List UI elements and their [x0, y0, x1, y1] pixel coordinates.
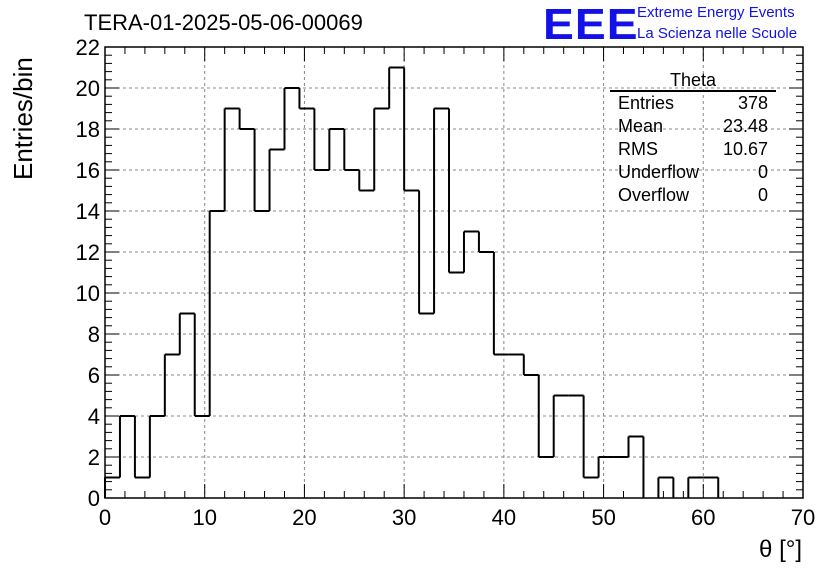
- histogram-bin: [597, 456, 614, 478]
- histogram-bin: [582, 395, 599, 479]
- chart-title: TERA-01-2025-05-06-00069: [84, 10, 363, 35]
- x-tick-label: 40: [492, 505, 516, 530]
- histogram-bin: [133, 416, 150, 479]
- histogram-bin: [373, 107, 390, 191]
- stats-box: Theta Entries 378 Mean 23.48 RMS 10.67 U…: [610, 70, 776, 207]
- x-tick-label: 70: [791, 505, 815, 530]
- histogram-bin: [178, 312, 195, 355]
- histogram-bin: [223, 107, 240, 211]
- histogram-bin: [448, 108, 464, 274]
- stats-value: 23.48: [722, 116, 768, 136]
- histogram-bin: [462, 230, 479, 273]
- histogram-bin: [627, 435, 644, 457]
- y-tick-label: 14: [76, 199, 100, 224]
- x-tick-label: 20: [292, 505, 316, 530]
- histogram-bin: [343, 129, 360, 171]
- x-tick-label: 10: [192, 505, 216, 530]
- x-tick-label: 60: [691, 505, 715, 530]
- stats-row-overflow: Overflow 0: [610, 184, 776, 207]
- x-axis-label: θ [°]: [759, 536, 802, 563]
- histogram-bin: [193, 313, 210, 417]
- eee-logo-line1: Extreme Energy Events: [637, 4, 795, 21]
- axis-ticks: [104, 46, 804, 499]
- histogram-bin: [298, 88, 315, 110]
- tick-labels: 0 10 20 30 40 50 60 70 0 2 4 6 8 10 12 14 16 18 20 22: [76, 35, 816, 530]
- histogram-bin: [418, 190, 435, 315]
- y-tick-label: 8: [88, 322, 100, 347]
- y-tick-label: 10: [76, 281, 100, 306]
- plot-frame: [104, 46, 804, 499]
- y-tick-label: 2: [88, 445, 100, 470]
- histogram-bin: [522, 354, 539, 376]
- stats-row-mean: Mean 23.48: [610, 115, 776, 138]
- stats-row-underflow: Underflow 0: [610, 161, 776, 184]
- stats-label: Underflow: [618, 162, 700, 182]
- y-tick-label: 22: [76, 35, 100, 60]
- y-tick-label: 16: [76, 158, 100, 183]
- stats-label: RMS: [618, 139, 658, 159]
- histogram-bin: [552, 394, 569, 457]
- histogram-bin: [283, 87, 300, 150]
- stats-value: 0: [757, 162, 768, 182]
- histogram-bin: [208, 210, 225, 416]
- y-tick-label: 18: [76, 117, 100, 142]
- stats-label: Entries: [618, 93, 675, 113]
- x-tick-label: 50: [591, 505, 615, 530]
- histogram-bin: [477, 231, 494, 253]
- histogram-bin: [118, 415, 135, 478]
- stats-label: Mean: [618, 116, 664, 136]
- histogram-bin: [268, 148, 285, 211]
- histogram-bin: [492, 252, 509, 356]
- histogram-bin: [238, 108, 255, 130]
- histogram-bin: [358, 170, 375, 192]
- x-tick-label: 30: [392, 505, 416, 530]
- stats-value: 0: [757, 185, 768, 205]
- y-tick-label: 4: [88, 404, 100, 429]
- histogram-bars: [104, 66, 720, 498]
- stats-title: Theta: [610, 70, 776, 92]
- y-tick-label: 6: [88, 363, 100, 388]
- histogram-bin: [433, 107, 450, 314]
- histogram-bin: [148, 415, 165, 478]
- stats-row-rms: RMS 10.67: [610, 138, 776, 161]
- stats-value: 10.67: [722, 139, 768, 159]
- y-axis-label: Entries/bin: [8, 57, 38, 180]
- histogram-bin: [163, 353, 180, 416]
- y-tick-label: 12: [76, 240, 100, 265]
- y-tick-label: 20: [76, 76, 100, 101]
- y-tick-label: 0: [88, 486, 100, 511]
- histogram-bin: [537, 375, 554, 458]
- stats-row-entries: Entries 378: [610, 92, 776, 115]
- histogram-bin: [687, 476, 704, 498]
- histogram-bin: [328, 128, 345, 170]
- eee-logo: EEE: [543, 0, 639, 49]
- stats-value: 378: [737, 93, 768, 113]
- stats-label: Overflow: [618, 185, 690, 205]
- histogram-bin: [403, 67, 420, 192]
- x-tick-label: 0: [99, 505, 111, 530]
- histogram-bin: [657, 476, 674, 498]
- eee-logo-line2: La Scienza nelle Scuole: [637, 25, 798, 42]
- histogram-bin: [388, 66, 405, 109]
- histogram-bin: [104, 476, 120, 498]
- histogram-bin: [253, 129, 270, 212]
- histogram-bin: [313, 108, 330, 171]
